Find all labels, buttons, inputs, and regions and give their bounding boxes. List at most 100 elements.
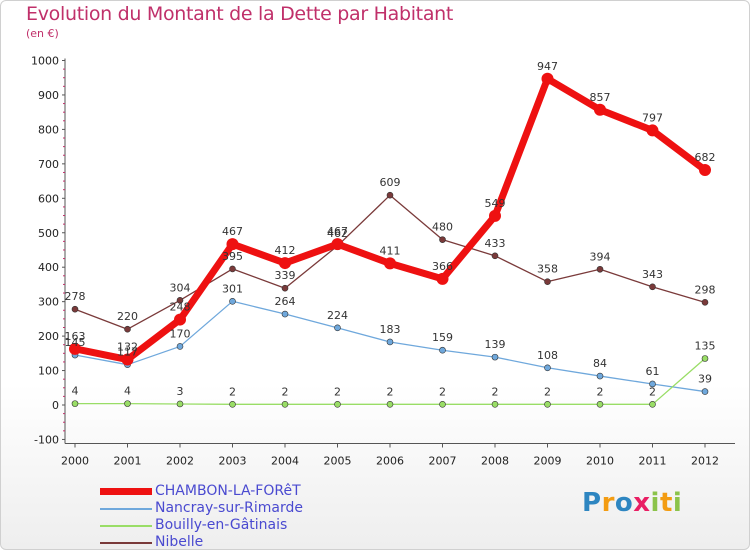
data-label: 84	[593, 357, 607, 370]
data-label: 2	[387, 385, 394, 398]
data-point	[491, 252, 499, 260]
data-label: 248	[170, 301, 191, 314]
logo-letter: P	[582, 488, 602, 518]
data-point	[491, 353, 499, 361]
legend-item: Nancray-sur-Rimarde	[100, 500, 360, 517]
data-label: 298	[695, 283, 716, 296]
data-point	[386, 338, 394, 346]
data-point	[489, 209, 501, 222]
data-label: 2	[649, 385, 656, 398]
data-label: 108	[537, 349, 558, 362]
data-label: 433	[485, 237, 506, 250]
data-point	[121, 353, 134, 366]
x-tick-label: 2008	[481, 454, 509, 467]
data-point	[701, 388, 709, 395]
x-tick-label: 2003	[219, 454, 247, 467]
series-line	[74, 300, 706, 393]
y-tick-label: 500	[38, 227, 59, 240]
data-point	[439, 401, 446, 408]
data-point	[646, 124, 659, 137]
data-label: 183	[380, 323, 401, 336]
data-label: 39	[698, 373, 712, 386]
data-point	[69, 342, 81, 355]
data-label: 947	[537, 60, 558, 73]
data-point	[229, 265, 236, 273]
y-tick-label: 700	[38, 158, 59, 171]
chart-subtitle: (en €)	[26, 27, 59, 40]
data-label: 170	[170, 327, 191, 340]
legend-label: Nancray-sur-Rimarde	[155, 500, 303, 516]
data-point	[649, 283, 656, 291]
data-point	[596, 265, 604, 273]
data-label: 549	[485, 197, 506, 210]
y-tick-label: 0	[52, 399, 59, 412]
data-point	[491, 401, 499, 408]
data-label: 4	[124, 385, 131, 398]
x-tick-label: 2002	[166, 454, 194, 467]
data-point	[229, 401, 236, 408]
logo-letter: x	[633, 488, 651, 518]
data-point	[541, 72, 554, 85]
y-tick-label: 100	[38, 365, 59, 378]
data-point	[544, 278, 551, 285]
y-tick-label: 800	[38, 123, 59, 136]
data-point	[176, 296, 184, 304]
x-tick-label: 2005	[324, 454, 352, 467]
data-point	[386, 401, 394, 408]
data-point	[124, 400, 131, 407]
series-line	[71, 75, 709, 364]
data-point	[71, 400, 79, 407]
data-label: 467	[327, 225, 348, 238]
data-label: 304	[170, 281, 191, 294]
y-tick-label: 1000	[31, 55, 59, 68]
data-label: 797	[642, 111, 663, 124]
x-tick-label: 2009	[534, 454, 562, 467]
data-label: 480	[432, 221, 453, 234]
data-label: 412	[275, 244, 296, 257]
legend-swatch	[100, 525, 152, 527]
data-point	[331, 238, 344, 251]
data-label: 467	[222, 225, 243, 238]
legend-swatch	[100, 488, 152, 495]
legend-item: Bouilly-en-Gâtinais	[100, 517, 360, 534]
logo-letter: i	[672, 488, 683, 518]
data-label: 682	[695, 151, 716, 164]
data-label: 132	[117, 341, 138, 354]
data-point	[124, 325, 131, 333]
y-tick-label: 200	[38, 330, 59, 343]
data-point	[701, 355, 709, 362]
data-point	[176, 400, 184, 408]
data-label: 117	[117, 346, 138, 359]
data-point	[439, 236, 446, 243]
data-label: 2	[544, 385, 551, 398]
data-label: 394	[590, 250, 611, 263]
data-point	[649, 380, 656, 388]
x-tick-label: 2004	[271, 454, 299, 467]
data-label: 2	[334, 385, 341, 398]
data-label: 4	[72, 385, 79, 398]
legend-label: Nibelle	[155, 534, 204, 550]
x-tick-label: 2000	[61, 454, 89, 467]
data-label: 163	[65, 330, 86, 343]
data-point	[649, 401, 656, 408]
data-point	[334, 401, 341, 408]
y-tick-label: 300	[38, 296, 59, 309]
data-point	[226, 238, 239, 251]
x-tick-label: 2011	[639, 454, 667, 467]
data-label: 358	[537, 263, 558, 276]
data-point	[71, 305, 79, 313]
data-point	[596, 372, 604, 380]
data-point	[334, 324, 341, 332]
legend-label: CHAMBON-LA-FORêT	[155, 483, 301, 499]
data-point	[281, 401, 289, 408]
data-label: 411	[380, 244, 401, 257]
data-label: 2	[282, 385, 289, 398]
logo-letter: o	[614, 488, 634, 518]
data-label: 224	[327, 309, 348, 322]
data-point	[281, 284, 289, 292]
data-point	[596, 401, 604, 408]
legend-item: CHAMBON-LA-FORêT	[100, 483, 360, 500]
data-label: 857	[590, 91, 611, 104]
